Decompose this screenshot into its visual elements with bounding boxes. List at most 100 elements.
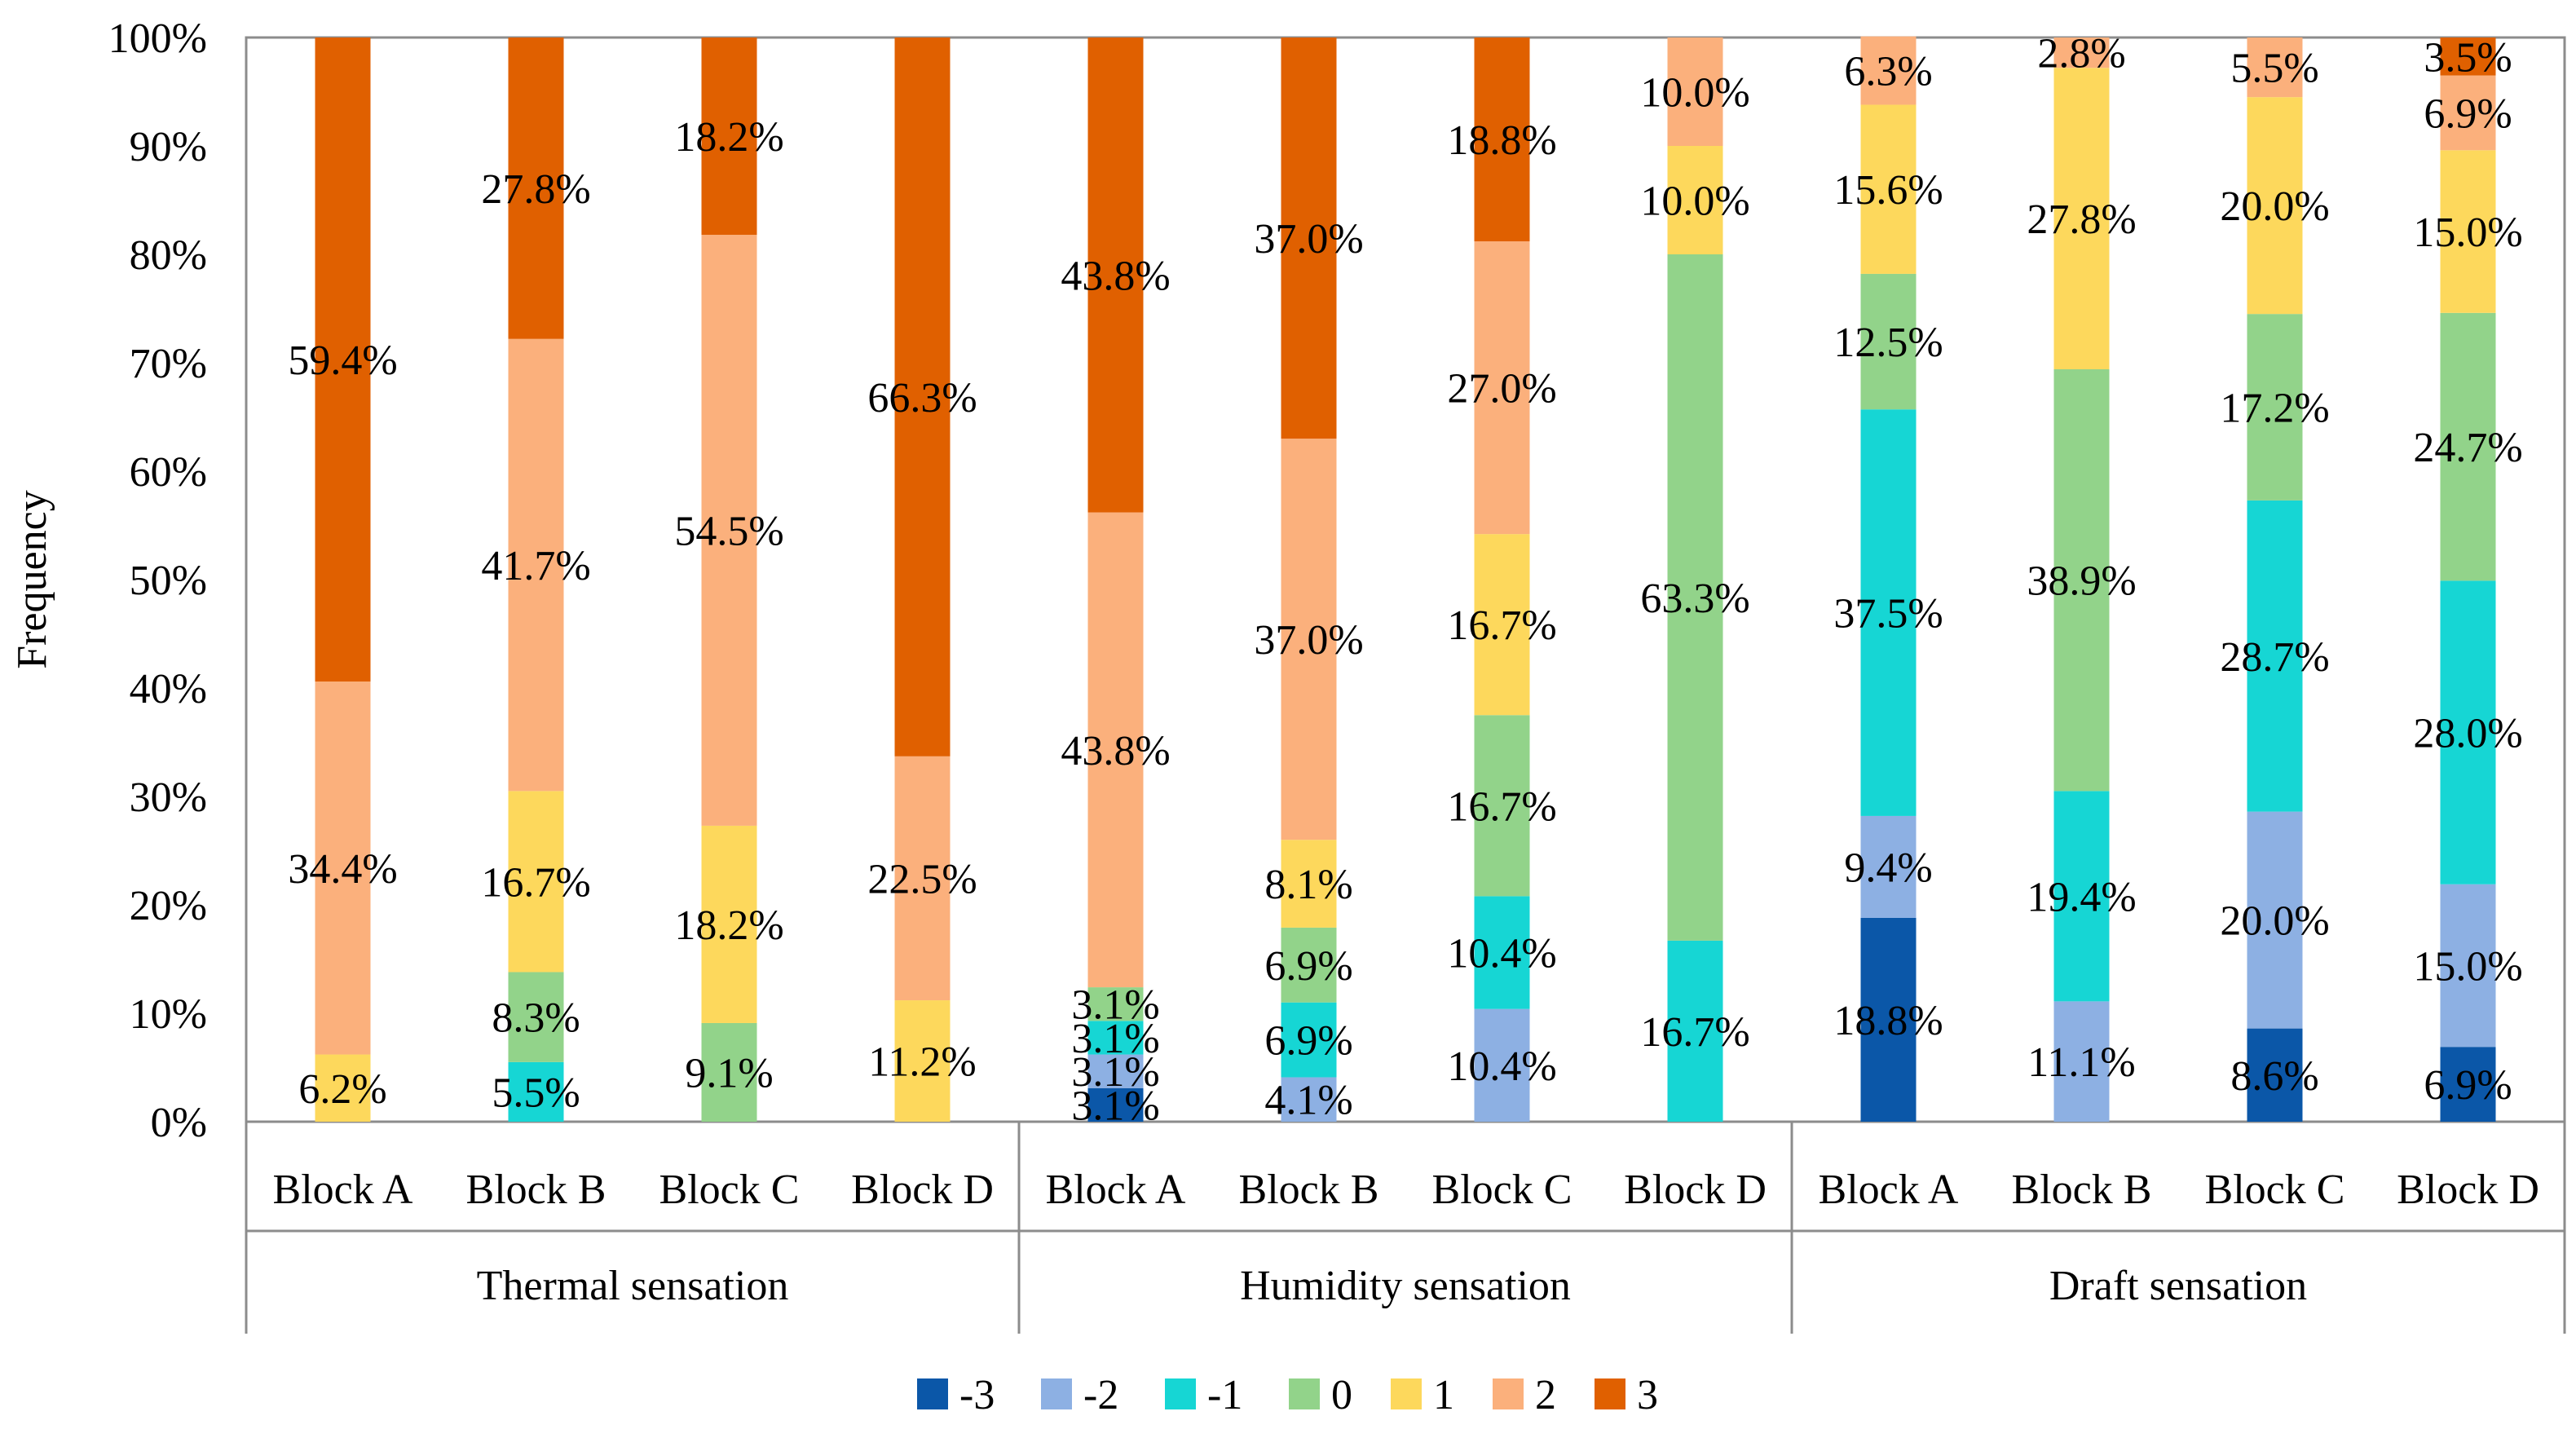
data-label: 6.9% xyxy=(2424,90,2512,137)
bar-segment xyxy=(2053,37,2110,68)
bar-segment xyxy=(1087,1087,1144,1122)
bar-segment xyxy=(315,1054,371,1122)
category-label: Block C xyxy=(659,1167,800,1213)
bar-segment xyxy=(1281,1077,1337,1122)
bar-segment xyxy=(1667,940,1723,1122)
data-label: 6.2% xyxy=(298,1066,386,1113)
bar-segment xyxy=(1087,987,1144,1021)
data-label: 37.0% xyxy=(1254,617,1363,664)
data-label: 18.2% xyxy=(674,902,783,949)
bar-segment xyxy=(1087,1054,1144,1088)
bar-segment xyxy=(701,37,757,236)
bar-segment xyxy=(508,37,564,339)
y-tick-label: 70% xyxy=(130,341,207,387)
bar-segment xyxy=(2053,368,2110,792)
bar-segment xyxy=(1474,534,1530,716)
legend-swatch xyxy=(1493,1378,1524,1409)
data-label: 19.4% xyxy=(2027,874,2136,920)
bar-segment xyxy=(2440,580,2496,884)
data-label: 8.3% xyxy=(492,995,580,1042)
y-tick-label: 90% xyxy=(130,124,207,170)
category-label: Block B xyxy=(2012,1167,2152,1213)
bar-segment xyxy=(1281,1002,1337,1078)
data-label: 3.5% xyxy=(2424,34,2512,81)
bar-segment xyxy=(1087,512,1144,988)
data-label: 41.7% xyxy=(481,543,590,589)
bar-segment xyxy=(315,37,371,682)
data-label: 8.1% xyxy=(1264,862,1352,908)
bar-segment xyxy=(1860,273,1917,410)
data-label: 20.0% xyxy=(2220,183,2329,230)
group-label: Thermal sensation xyxy=(477,1263,789,1309)
bar-segment xyxy=(2440,1047,2496,1122)
y-tick-label: 20% xyxy=(130,883,207,929)
bar-segment xyxy=(1087,1021,1144,1055)
data-label: 5.5% xyxy=(2230,46,2318,92)
y-tick-label: 80% xyxy=(130,232,207,279)
data-label: 16.7% xyxy=(481,859,590,906)
bar-segment xyxy=(894,37,951,756)
data-label: 54.5% xyxy=(674,508,783,554)
bar-segment xyxy=(2053,1001,2110,1122)
bar-segment xyxy=(1281,37,1337,439)
bar-segment xyxy=(1860,409,1917,816)
y-tick-label: 30% xyxy=(130,774,207,821)
data-label: 9.1% xyxy=(685,1050,773,1096)
legend-label: -1 xyxy=(1207,1372,1242,1418)
bar-segment xyxy=(508,972,564,1062)
data-label: 20.0% xyxy=(2220,898,2329,945)
bar-segment xyxy=(2247,811,2303,1029)
data-label: 16.7% xyxy=(1640,1009,1749,1056)
data-label: 3.1% xyxy=(1071,1016,1159,1062)
data-label: 28.0% xyxy=(2413,711,2522,757)
legend-swatch xyxy=(917,1378,948,1409)
data-label: 11.1% xyxy=(2027,1039,2135,1086)
bar-segment xyxy=(2247,314,2303,501)
bar-segment xyxy=(1474,1008,1530,1122)
data-label: 3.1% xyxy=(1071,982,1159,1029)
data-label: 6.3% xyxy=(1844,49,1932,95)
group-label: Humidity sensation xyxy=(1240,1263,1571,1309)
bar-segment xyxy=(1474,37,1530,242)
data-label: 18.2% xyxy=(674,114,783,161)
legend-label: 0 xyxy=(1331,1372,1352,1418)
data-label: 27.0% xyxy=(1447,366,1556,412)
data-label: 16.7% xyxy=(1447,602,1556,649)
category-label: Block C xyxy=(1432,1167,1573,1213)
y-tick-label: 10% xyxy=(130,991,207,1038)
bar-segment xyxy=(2440,75,2496,151)
data-label: 28.7% xyxy=(2220,634,2329,681)
data-label: 34.4% xyxy=(288,846,397,893)
plot-frame xyxy=(245,36,2566,1123)
data-label: 66.3% xyxy=(867,375,977,421)
legend-swatch xyxy=(1041,1378,1072,1409)
bar-segment xyxy=(1860,36,1917,105)
legend-swatch xyxy=(1289,1378,1320,1409)
bar-segment xyxy=(2247,1028,2303,1122)
bar-segment xyxy=(508,338,564,792)
y-axis-title: Frequency xyxy=(9,490,55,668)
bar-segment xyxy=(2440,37,2496,76)
data-label: 10.0% xyxy=(1640,179,1749,225)
bar-segment xyxy=(701,1022,757,1122)
bar-segment xyxy=(1860,917,1917,1122)
category-label: Block A xyxy=(1819,1167,1959,1213)
bar-segment xyxy=(1474,896,1530,1009)
bar-segment xyxy=(2440,312,2496,581)
y-tick-label: 60% xyxy=(130,449,207,496)
data-label: 37.0% xyxy=(1254,216,1363,262)
bar-segment xyxy=(315,682,371,1055)
legend-swatch xyxy=(1165,1378,1196,1409)
axes-layer xyxy=(245,36,2566,1334)
bar-segment xyxy=(1667,254,1723,941)
bar-segment xyxy=(2440,150,2496,313)
bar-segment xyxy=(508,1061,564,1122)
legend-swatch xyxy=(1391,1378,1422,1409)
data-label: 15.0% xyxy=(2413,943,2522,990)
category-label: Block A xyxy=(1046,1167,1186,1213)
category-label: Block B xyxy=(466,1167,607,1213)
group-label: Draft sensation xyxy=(2049,1263,2307,1309)
category-label: Block C xyxy=(2205,1167,2345,1213)
data-label: 11.2% xyxy=(868,1039,976,1086)
data-label: 43.8% xyxy=(1061,728,1170,774)
